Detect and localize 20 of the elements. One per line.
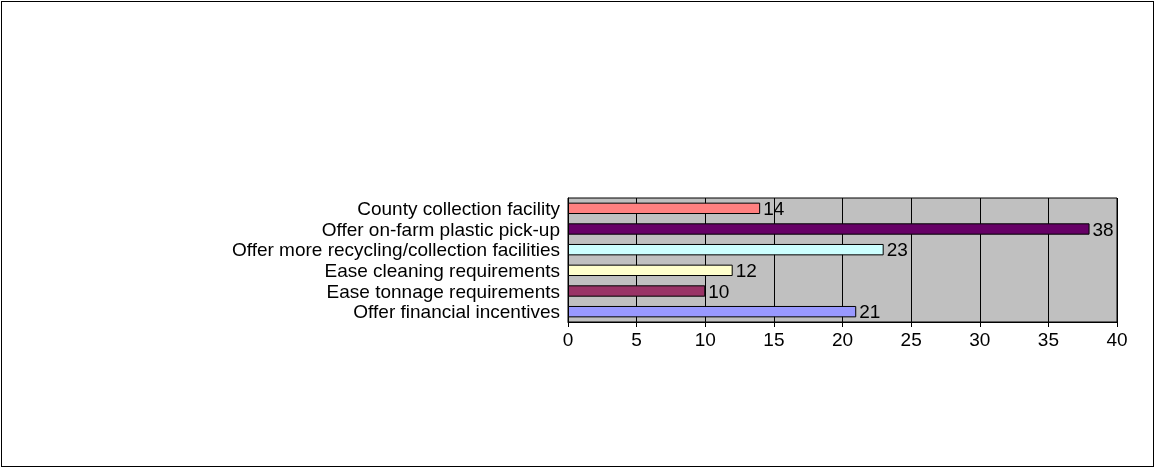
x-tick-label: 20 bbox=[831, 329, 854, 350]
y-tick-label: Offer more recycling/collection facilities bbox=[231, 239, 560, 261]
y-tick-label: Offer financial incentives bbox=[353, 301, 560, 323]
data-label: 10 bbox=[708, 280, 730, 302]
y-tick-label: Offer on-farm plastic pick-up bbox=[321, 218, 560, 240]
data-label: 38 bbox=[1092, 218, 1114, 240]
y-tick-label: County collection facility bbox=[357, 197, 561, 219]
data-label: 23 bbox=[886, 239, 908, 261]
x-tick-label: 30 bbox=[969, 329, 991, 350]
x-tick-label: 5 bbox=[631, 329, 642, 350]
y-tick-label: Ease tonnage requirements bbox=[326, 280, 560, 302]
data-label: 21 bbox=[859, 301, 881, 323]
x-tick-label: 0 bbox=[562, 329, 574, 350]
x-tick-label: 25 bbox=[900, 329, 922, 350]
data-label: 12 bbox=[735, 259, 757, 281]
x-tick-label: 35 bbox=[1037, 329, 1059, 350]
y-tick-label: Ease cleaning requirements bbox=[324, 259, 560, 281]
x-tick-label: 40 bbox=[1106, 329, 1128, 350]
x-tick-label: 15 bbox=[763, 329, 785, 350]
x-tick-label: 10 bbox=[694, 329, 716, 350]
